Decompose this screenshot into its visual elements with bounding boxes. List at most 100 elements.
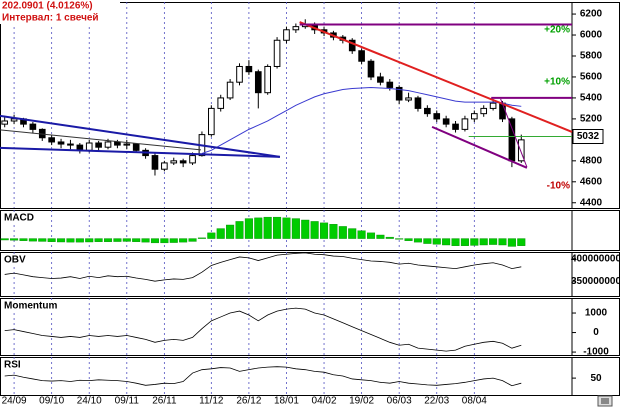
indicator-bar (489, 238, 498, 245)
indicator-name-bg (2, 359, 26, 371)
indicator-name-bg (2, 254, 26, 266)
candle-body (292, 26, 300, 31)
candle-body (170, 160, 178, 164)
indicator-bar (226, 224, 235, 239)
candle-body (29, 123, 37, 130)
indicator-bar (517, 238, 526, 246)
candle-body (452, 123, 459, 130)
candle-body (254, 71, 262, 94)
candle-body (508, 118, 516, 162)
y-tick-label: 5800 (580, 51, 603, 62)
indicator-bar (338, 226, 347, 239)
indicator-bar (150, 238, 159, 244)
indicator-bar (28, 238, 37, 242)
moving-average (201, 86, 522, 154)
indicator-name-bg (2, 212, 32, 224)
candle-body (442, 118, 450, 125)
candle-body (405, 97, 412, 101)
y-tick-label: 4400 (580, 197, 603, 208)
candle-body (386, 81, 394, 88)
candle-body (208, 107, 215, 136)
indicator-bar (329, 224, 338, 239)
indicator-bar (235, 221, 244, 239)
x-tick-label: 19/02 (349, 396, 374, 407)
x-tick-label: 09/10 (39, 396, 64, 407)
indicator-bar (385, 236, 394, 239)
annotation: +20% (544, 25, 570, 36)
x-tick-label: 18/01 (274, 396, 299, 407)
x-tick-label: 09/11 (115, 396, 140, 407)
y-tick-label: 1000 (585, 308, 608, 319)
x-tick-label: 04/02 (312, 396, 337, 407)
indicator-bar (442, 238, 451, 246)
candle-body (245, 65, 253, 73)
indicator-bar (423, 238, 432, 244)
candle-body (132, 143, 140, 151)
y-tick-label: 4600 (580, 176, 603, 187)
candle-body (433, 113, 441, 120)
indicator-bar (160, 238, 169, 244)
indicator-bar (413, 238, 422, 243)
indicator-bar (122, 238, 131, 242)
candle-body (471, 113, 478, 120)
indicator-bar (263, 216, 272, 239)
y-tick-label: 350000000 (571, 276, 620, 287)
indicator-bar (376, 234, 385, 239)
candle-body (161, 162, 168, 170)
trendline (0, 129, 202, 151)
indicator-bar (47, 238, 56, 242)
candle-body (179, 160, 187, 164)
indicator-bar (273, 216, 282, 239)
indicator-bar (460, 238, 469, 246)
candle-body (367, 60, 375, 78)
indicator-bar (0, 238, 9, 241)
indicator-bar (348, 228, 357, 239)
indicator-bar (507, 238, 516, 247)
candle-body (414, 97, 422, 109)
candle-body (48, 137, 55, 143)
indicator-bar (169, 238, 178, 243)
indicator-bar (366, 232, 376, 239)
last-price-label: 5032 (577, 131, 600, 142)
y-tick-label: 6000 (580, 30, 603, 41)
candle-body (1, 120, 9, 125)
x-tick-label: 06/03 (387, 396, 412, 407)
indicator-bar (85, 238, 94, 243)
trendline (500, 98, 528, 168)
candle-body (226, 81, 234, 99)
candle-body (489, 102, 497, 109)
indicator-bar (254, 217, 263, 239)
header-bg (0, 0, 120, 24)
indicator-bar (357, 230, 366, 239)
indicator-bar (19, 238, 28, 241)
indicator-name: OBV (4, 255, 26, 266)
indicator-line (4, 366, 522, 387)
x-tick-label: 08/04 (462, 396, 487, 407)
indicator-bar (395, 238, 404, 240)
y-tick-label: 50 (590, 373, 602, 384)
y-tick-label: 5400 (580, 93, 603, 104)
y-tick-label: 5600 (580, 72, 603, 83)
x-tick-label: 11/12 (199, 396, 224, 407)
candle-body (348, 39, 356, 52)
indicator-bar (244, 218, 253, 239)
candle-body (95, 142, 102, 148)
trendline (0, 114, 281, 158)
indicator-name: Momentum (4, 301, 57, 312)
indicator-bar (451, 238, 460, 246)
candle-body (189, 155, 196, 164)
y-tick-label: 4800 (580, 155, 603, 166)
indicator-bar (207, 232, 216, 239)
candle-body (273, 39, 281, 67)
indicator-bar (301, 219, 310, 239)
candle-body (67, 143, 74, 146)
x-tick-label: 26/11 (152, 396, 177, 407)
candle-body (395, 86, 403, 101)
indicator-bar (432, 238, 441, 245)
indicator-bar (75, 238, 84, 243)
indicator-bar (197, 237, 206, 239)
y-tick-label: 400000000 (571, 253, 620, 264)
